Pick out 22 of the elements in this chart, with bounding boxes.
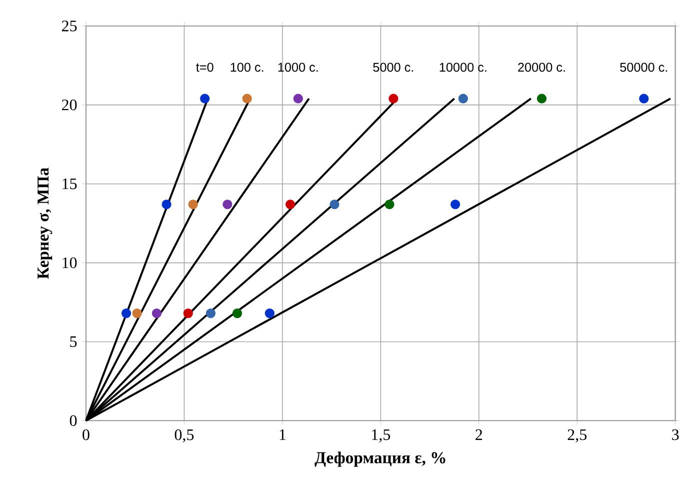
x-tick-label: 3 [672, 429, 679, 440]
y-axis-title: Кернеу σ, МПа [38, 168, 52, 279]
y-tick-label: 25 [62, 20, 77, 32]
x-tick-label: 0,5 [174, 429, 194, 442]
text: 5000 с. [373, 62, 414, 72]
text: 100 с. [230, 62, 264, 72]
text: 1000 с. [278, 62, 318, 72]
y-tick-label: 20 [62, 100, 77, 110]
y-tick-label: 15 [62, 178, 77, 190]
x-tick-label: 1,5 [372, 429, 390, 442]
x-tick-label: 0 [82, 429, 90, 440]
x-tick-label: 2,5 [568, 429, 586, 442]
text: 50000 с. [620, 62, 668, 72]
y-tick-label: 10 [62, 257, 77, 268]
x-tick-label: 1 [280, 429, 286, 440]
series-label: t=0 [196, 62, 214, 72]
text: 10000 с. [440, 62, 486, 72]
x-axis-title: Деформация ε, % [314, 452, 446, 467]
text: 20000 с. [518, 62, 565, 72]
y-tick-label: 5 [70, 336, 77, 348]
y-tick-label: 0 [70, 415, 77, 426]
x-tick-label: 2 [476, 429, 482, 440]
